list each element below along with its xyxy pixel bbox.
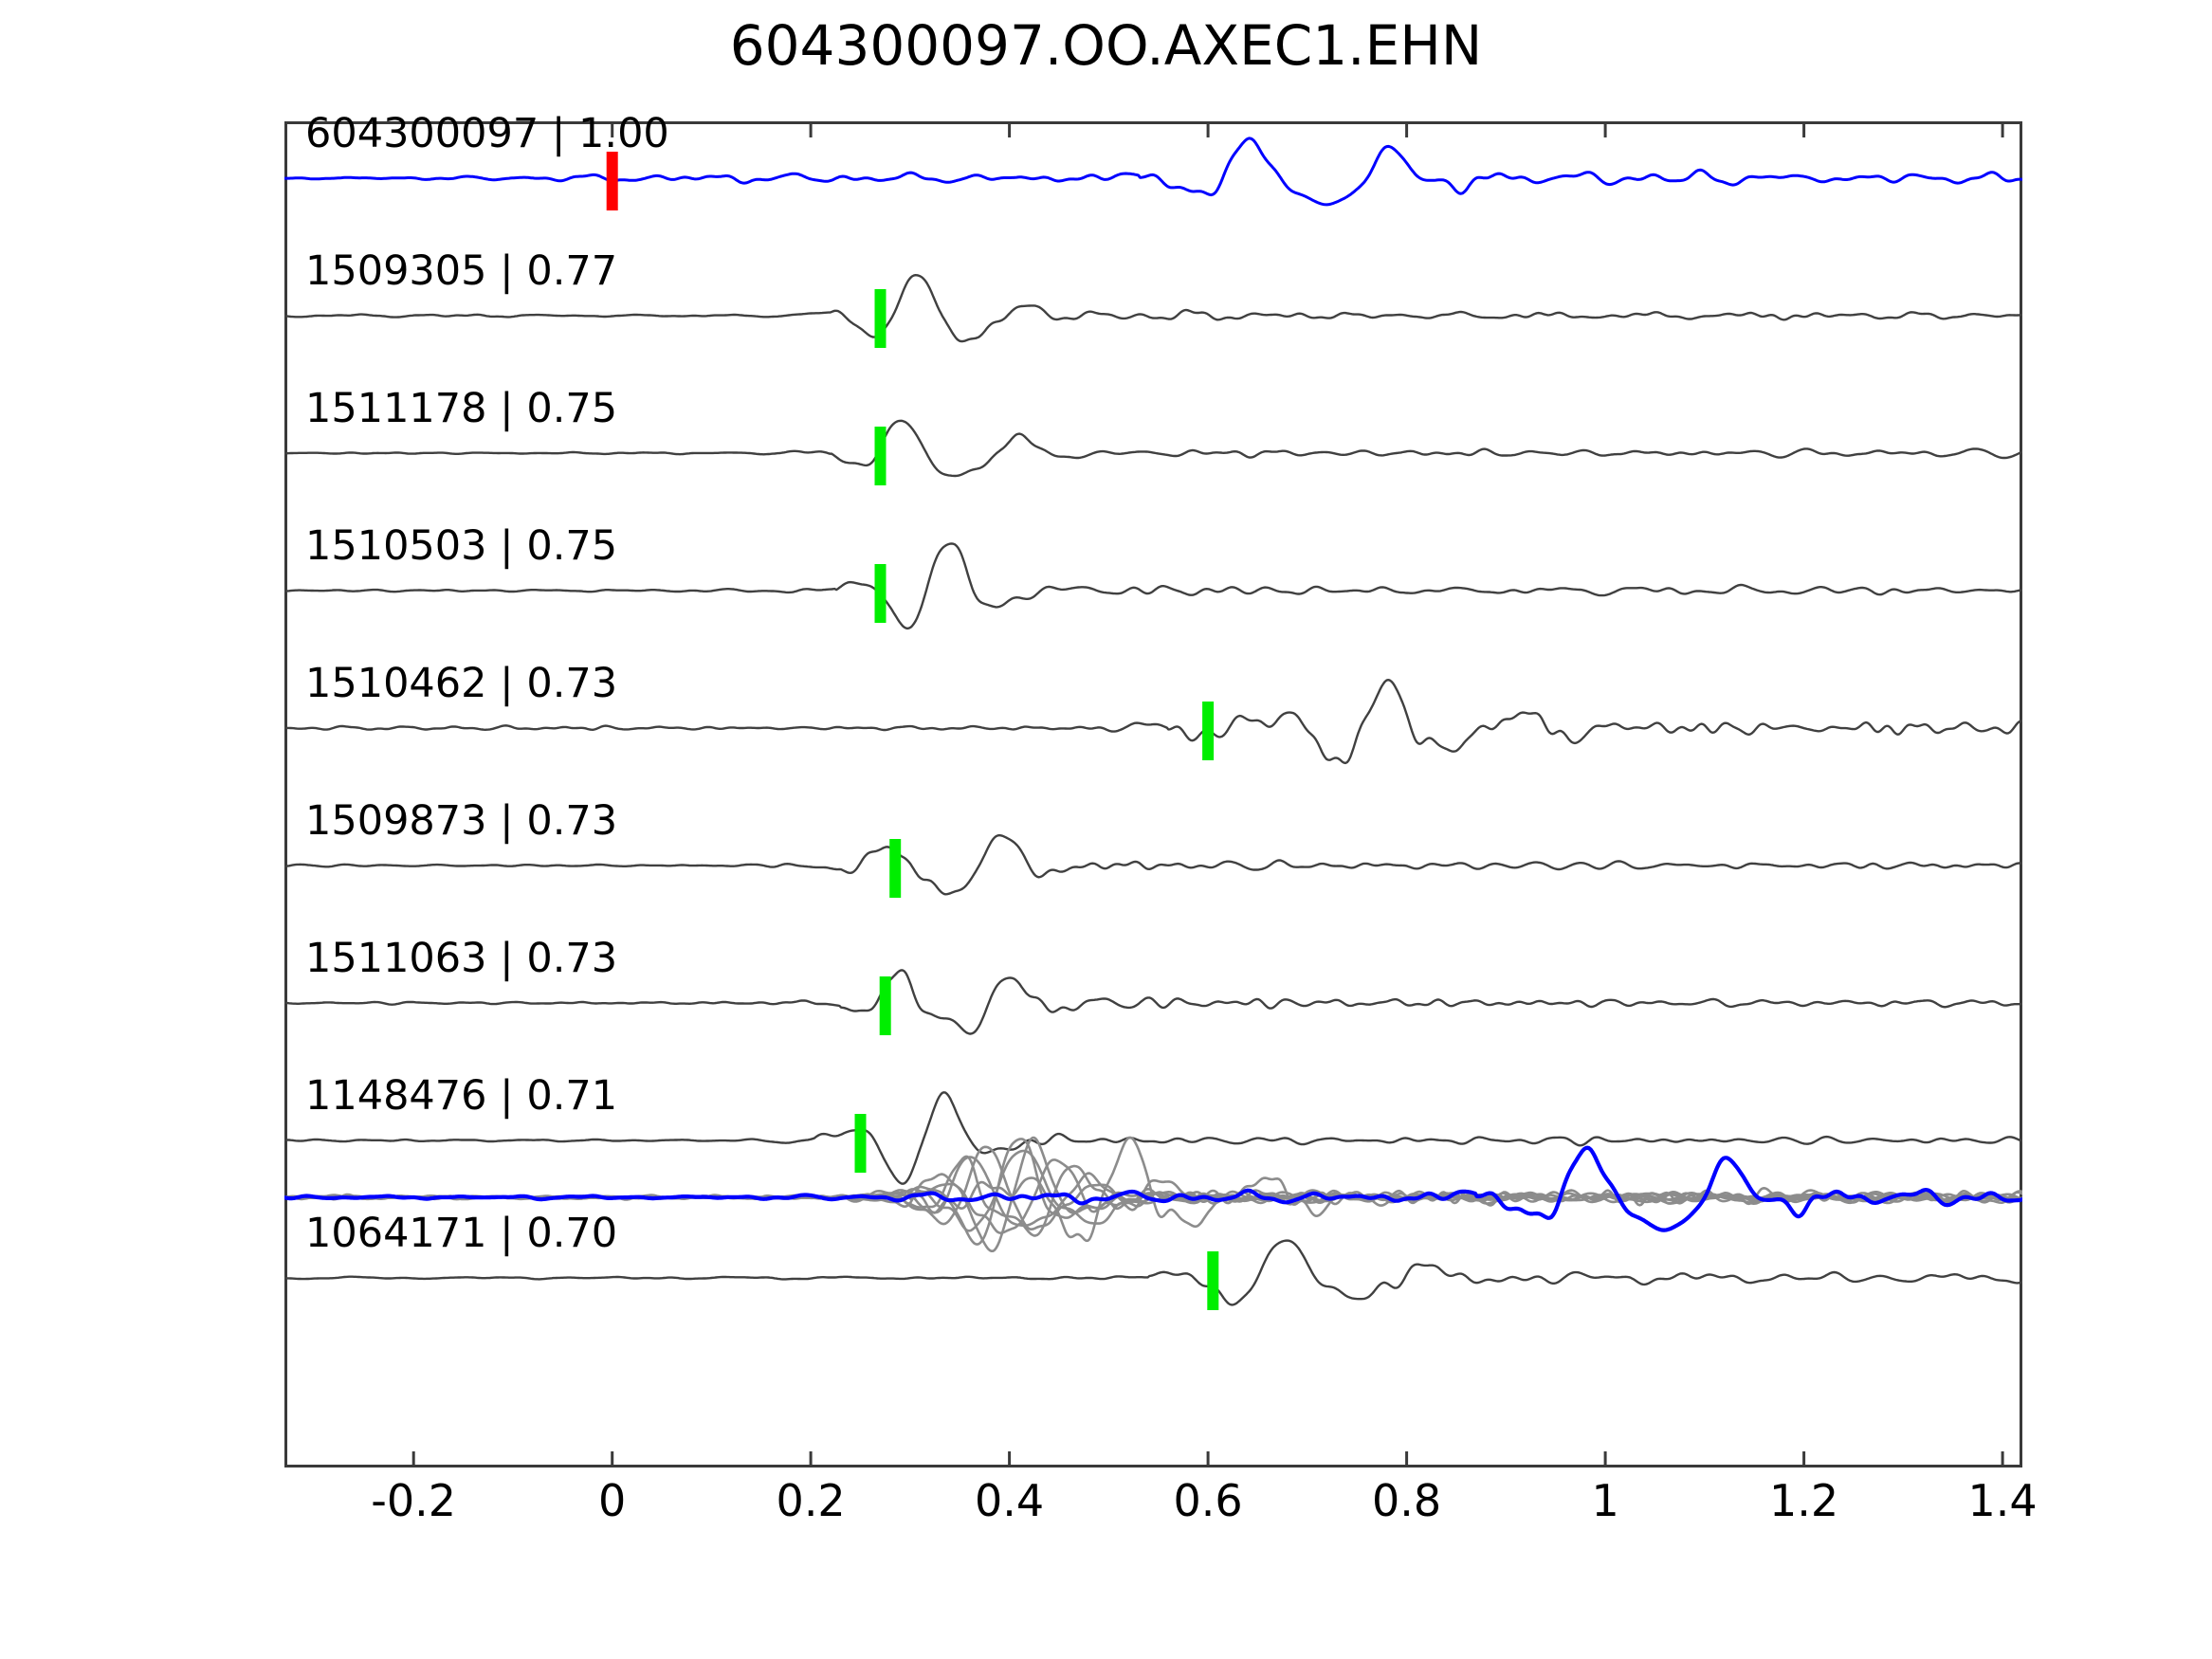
plot-frame (284, 121, 2022, 1468)
waveform-svg (284, 121, 2022, 1468)
waveform-trace (284, 419, 2022, 478)
waveform-trace (284, 137, 2022, 207)
waveform-trace (284, 833, 2022, 896)
x-tick-label: -0.2 (371, 1475, 457, 1526)
stack-overlay-group (284, 1136, 2022, 1252)
detection-pick-marker (874, 427, 887, 485)
detection-pick-marker (879, 976, 891, 1035)
stack-template-trace (284, 1145, 2022, 1232)
x-tick-label: 1.4 (1967, 1475, 2038, 1526)
waveform-trace (284, 1091, 2022, 1185)
waveform-trace (284, 969, 2022, 1035)
trace-label: 1511063 | 0.73 (305, 935, 618, 982)
trace-label: 1510503 | 0.75 (305, 522, 618, 570)
detection-pick-marker (874, 564, 887, 623)
trace-label: 1064171 | 0.70 (305, 1210, 618, 1257)
waveform-trace (284, 273, 2022, 343)
detection-pick-marker (1207, 1251, 1219, 1310)
detection-pick-marker (874, 289, 887, 348)
x-tick-label: 0.6 (1173, 1475, 1243, 1526)
template-pick-marker (606, 152, 618, 210)
trace-group (284, 137, 2022, 1306)
waveform-trace (284, 679, 2022, 765)
detection-pick-marker (889, 839, 902, 898)
page-title: 604300097.OO.AXEC1.EHN (729, 13, 1483, 78)
x-tick-label: 1 (1591, 1475, 1619, 1526)
trace-label: 604300097 | 1.00 (305, 110, 669, 157)
x-tick-label: 0 (598, 1475, 627, 1526)
trace-label: 1511178 | 0.75 (305, 385, 618, 432)
pick-marker-group (606, 152, 1219, 1310)
trace-label: 1509305 | 0.77 (305, 247, 618, 295)
waveform-trace (284, 542, 2022, 630)
detection-pick-marker (854, 1114, 867, 1173)
trace-label: 1509873 | 0.73 (305, 797, 618, 845)
x-tick-label: 1.2 (1768, 1475, 1839, 1526)
waveform-canvas (284, 121, 2022, 1468)
trace-label: 1148476 | 0.71 (305, 1072, 618, 1120)
x-tick-label: 0.2 (776, 1475, 846, 1526)
x-tick-label: 0.4 (975, 1475, 1045, 1526)
trace-label: 1510462 | 0.73 (305, 660, 618, 707)
waveform-trace (284, 1239, 2022, 1306)
x-tick-group (411, 121, 2004, 1468)
detection-pick-marker (1202, 702, 1215, 760)
x-tick-label: 0.8 (1372, 1475, 1442, 1526)
